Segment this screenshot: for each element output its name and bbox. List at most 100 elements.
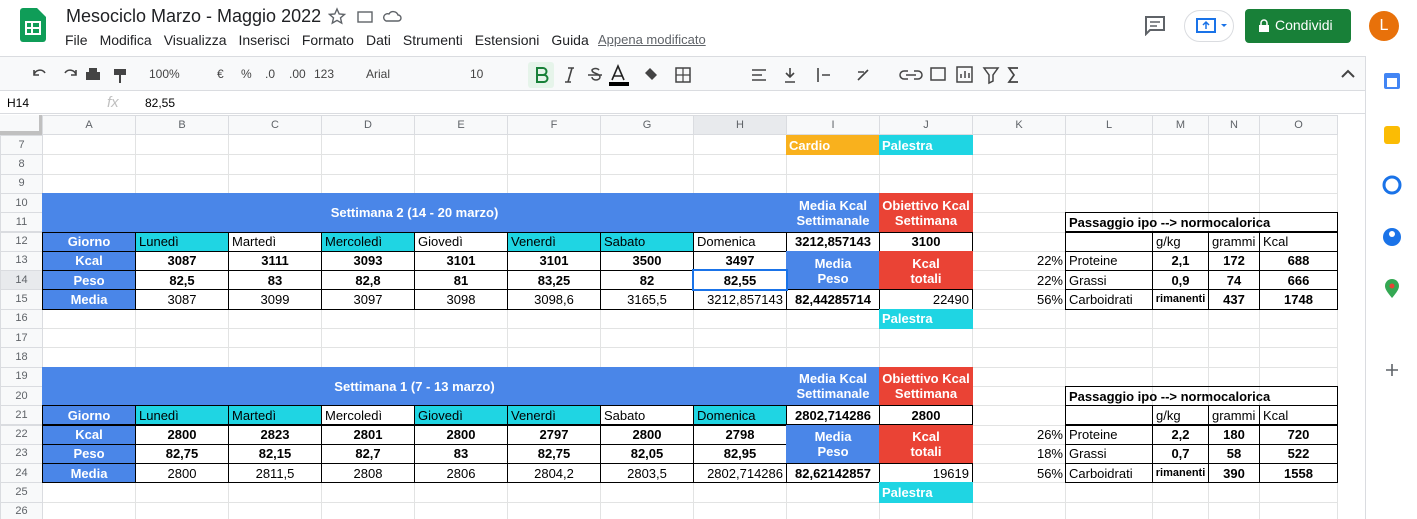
value-cell: 2797 (507, 424, 601, 445)
row-header: 23 (0, 443, 43, 465)
currency-format[interactable]: € (217, 67, 224, 81)
total-label: Kcal totali (879, 250, 973, 291)
name-box[interactable]: H14 (7, 96, 30, 110)
percent-format[interactable]: % (241, 67, 252, 81)
value-cell: 3111 (228, 250, 322, 272)
menu-item[interactable]: Visualizza (163, 32, 227, 48)
column-header: O (1259, 115, 1338, 135)
value-cell: 3098,6 (507, 289, 601, 310)
doc-title[interactable]: Mesociclo Marzo - Maggio 2022 (66, 6, 322, 26)
value-cell: 2803,5 (600, 463, 694, 484)
macro-header: g/kg (1152, 231, 1209, 252)
value-cell: 3101 (414, 250, 508, 272)
zoom[interactable]: 100% (149, 67, 180, 81)
week-title: Settimana 1 (7 - 13 marzo) (42, 366, 787, 407)
menu-item[interactable]: Dati (365, 32, 391, 48)
header-corner (0, 115, 43, 135)
day-cell: Lunedì (135, 231, 229, 252)
day-cell: Sabato (600, 405, 694, 426)
row-label: Kcal (42, 424, 136, 445)
value-cell: 2800 (414, 424, 508, 445)
menu-item[interactable]: File (65, 32, 88, 48)
toolbar-icons-right[interactable] (528, 62, 1058, 88)
menu-item[interactable]: Formato (301, 32, 354, 48)
day-header: Giorno (42, 231, 136, 252)
avatar[interactable]: L (1369, 11, 1399, 41)
macro-percent: 22% (1036, 253, 1063, 269)
title-icons[interactable] (328, 7, 408, 27)
value-cell: 82 (600, 270, 694, 291)
gridline (693, 115, 694, 519)
macro-header: Kcal (1259, 405, 1338, 426)
macro-header: grammi (1208, 405, 1260, 426)
column-header: F (507, 115, 601, 135)
row-label: Kcal (42, 250, 136, 272)
row-header: 14 (0, 270, 43, 291)
day-cell: Mercoledì (321, 231, 415, 252)
value-cell: 3212,857143 (693, 289, 787, 310)
day-cell: Domenica (693, 231, 787, 252)
value-cell: 3497 (693, 250, 787, 272)
avg-kcal-label: Media Kcal Settimanale (786, 366, 880, 407)
value-cell: 82,5 (135, 270, 229, 291)
menu-item[interactable]: Inserisci (238, 32, 290, 48)
avg-kcal: 3212,857143 (786, 231, 880, 252)
decrease-decimals[interactable]: .0 (265, 67, 276, 81)
row-header: 15 (0, 289, 43, 310)
macro-blank (1065, 231, 1153, 252)
day-cell: Martedì (228, 405, 322, 426)
row-header: 8 (0, 154, 43, 175)
value-cell: 82,7 (321, 443, 415, 465)
day-cell: Martedì (228, 231, 322, 252)
menu-item[interactable]: Modifica (99, 32, 152, 48)
goal-label: Obiettivo Kcal Settimana (879, 192, 973, 233)
menu-item[interactable]: Guida (551, 32, 589, 48)
comments-icon[interactable] (1143, 14, 1167, 36)
menu-item[interactable]: Estensioni (474, 32, 540, 48)
formula-value[interactable]: 82,55 (145, 96, 176, 110)
save-status[interactable]: Appena modificato (598, 32, 706, 47)
macro-cell: Proteine (1065, 250, 1153, 272)
macro-cell: Proteine (1065, 424, 1153, 445)
value-cell: 83,25 (507, 270, 601, 291)
avg-kcal-label: Media Kcal Settimanale (786, 192, 880, 233)
column-header: M (1152, 115, 1209, 135)
toolbar-icons-left[interactable] (30, 65, 140, 85)
present-button[interactable] (1184, 10, 1234, 42)
menu-item[interactable]: Strumenti (402, 32, 463, 48)
fx-icon: fx (107, 94, 119, 111)
value-cell: 2806 (414, 463, 508, 484)
gridline (135, 115, 136, 519)
value-cell: 82,75 (507, 443, 601, 465)
gridline (0, 173, 1337, 175)
value-cell: 83 (228, 270, 322, 291)
avg-kcal: 2802,714286 (786, 405, 880, 426)
formula-bar: H14 fx 82,55 (0, 92, 1365, 114)
row-header: 17 (0, 328, 43, 349)
font-family[interactable]: Arial (366, 67, 391, 81)
column-header: H (693, 115, 787, 135)
selected-cell[interactable] (692, 269, 788, 292)
value-cell: 2801 (321, 424, 415, 445)
value-cell: 3099 (228, 289, 322, 310)
value-cell: 3165,5 (600, 289, 694, 310)
more-formats[interactable]: 123 (314, 67, 335, 81)
gridline (0, 501, 1337, 503)
gridline (1259, 115, 1260, 519)
row-header: 9 (0, 173, 43, 194)
macro-cell: 666 (1259, 270, 1338, 291)
increase-decimals[interactable]: .00 (289, 67, 306, 81)
column-header: C (228, 115, 322, 135)
day-cell: Venerdì (507, 405, 601, 426)
share-button[interactable]: Condividi (1245, 9, 1351, 43)
macro-cell: Grassi (1065, 270, 1153, 291)
value-cell: 2811,5 (228, 463, 322, 484)
macro-cell: 180 (1208, 424, 1260, 445)
goal-label: Obiettivo Kcal Settimana (879, 366, 973, 407)
macro-cell: 688 (1259, 250, 1338, 272)
value-cell: 3101 (507, 250, 601, 272)
font-size[interactable]: 10 (470, 67, 484, 81)
row-header: 10 (0, 192, 43, 214)
row-header: 18 (0, 347, 43, 368)
